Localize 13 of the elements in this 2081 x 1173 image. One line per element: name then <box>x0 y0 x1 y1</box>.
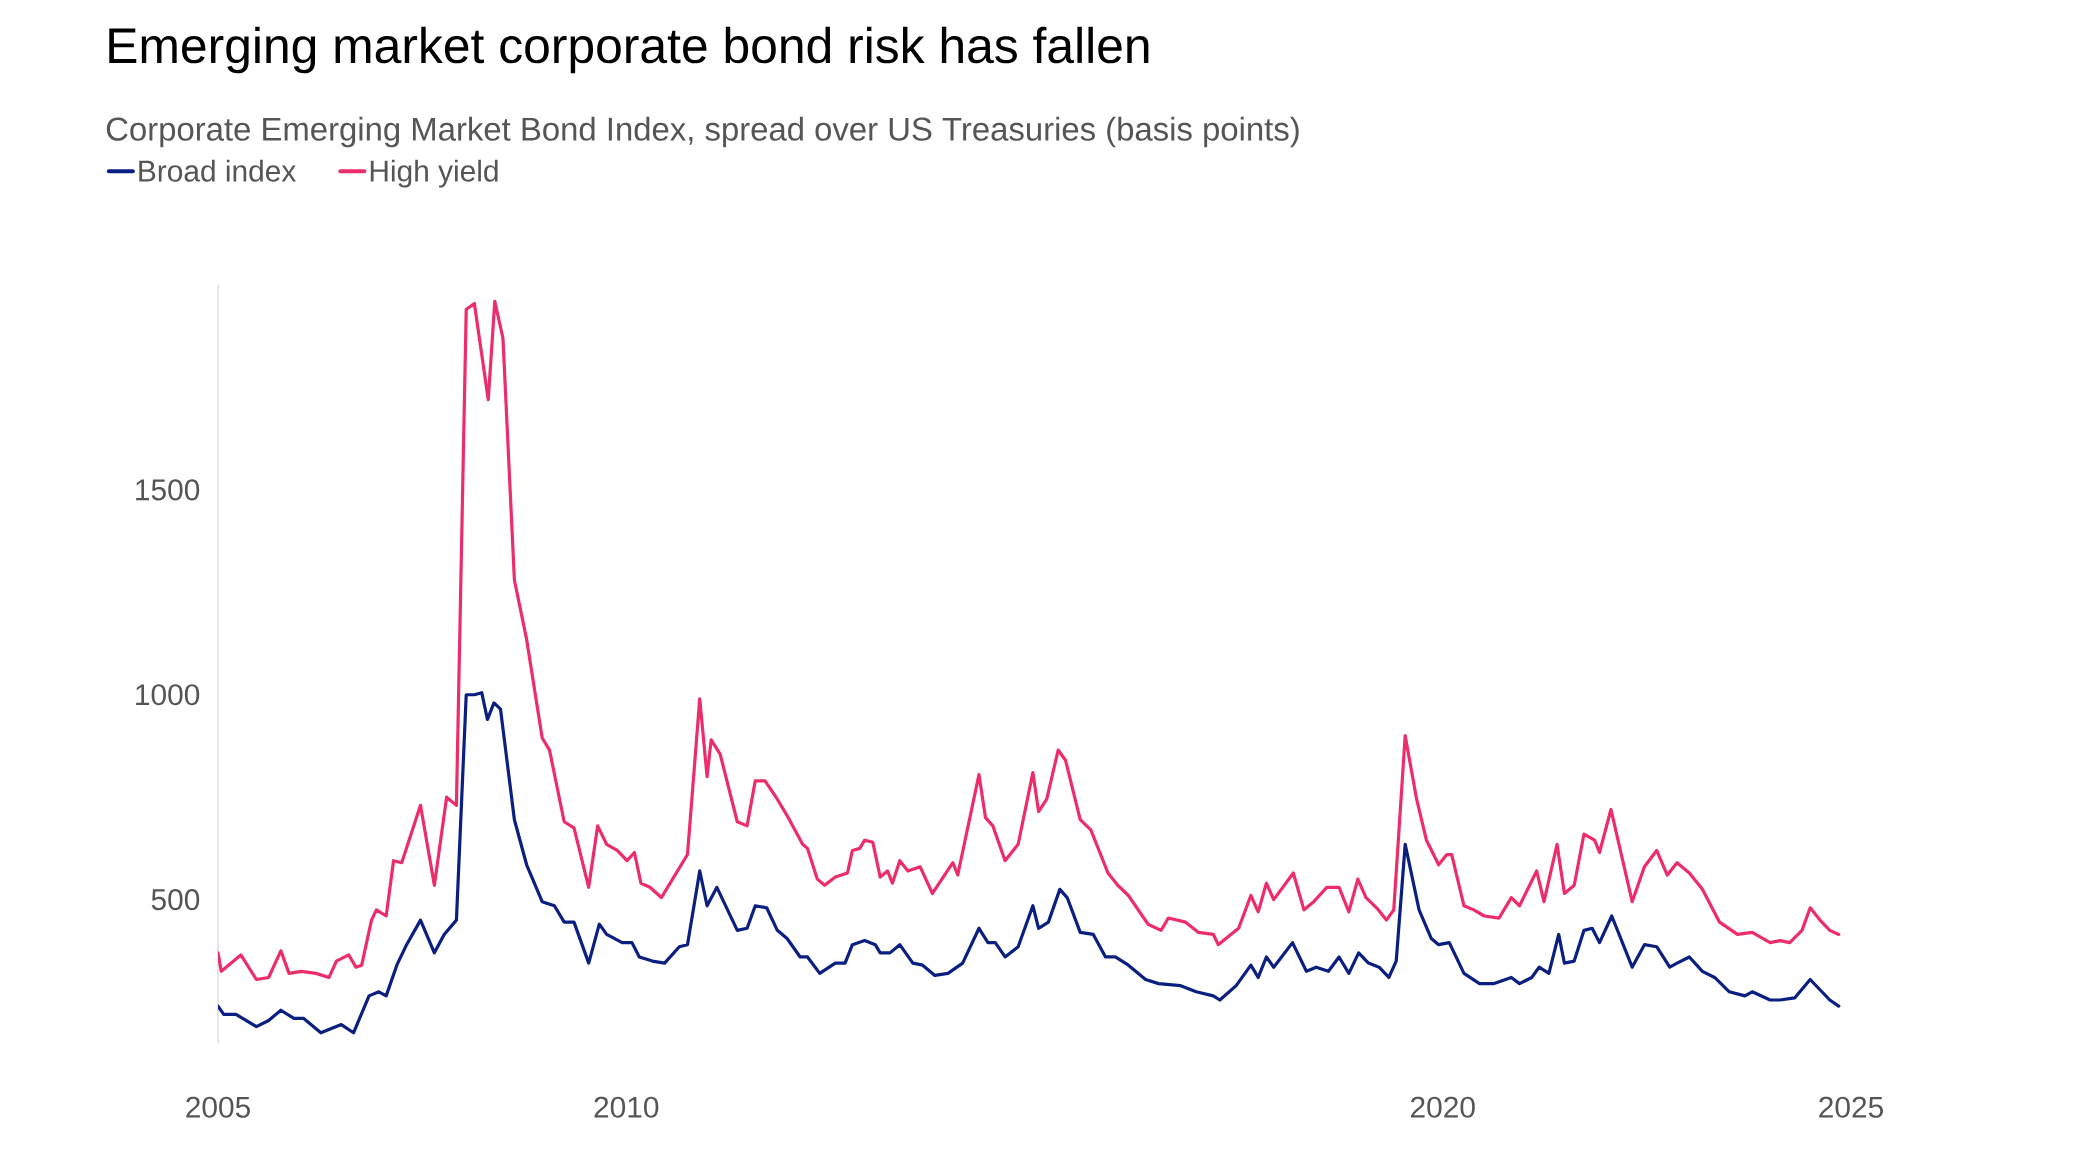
line-series <box>218 691 1841 1035</box>
y-tick-label: 1500 <box>136 479 200 501</box>
line-series <box>218 299 1841 982</box>
legend-label: Broad index <box>139 159 296 182</box>
y-tick-label: 500 <box>151 889 200 911</box>
y-tick-label: 1000 <box>136 684 200 706</box>
x-tick-label: 2020 <box>1411 1096 1475 1118</box>
legend-label: High yield <box>370 159 498 188</box>
chart-subtitle: Corporate Emerging Market Bond Index, spread over US Treasuries (basis points) <box>106 116 1299 148</box>
chart-title: Emerging market corporate bond risk has fallen <box>109 26 1149 74</box>
x-tick-label: 2005 <box>186 1096 250 1118</box>
x-tick-label: 2025 <box>1819 1096 1883 1118</box>
x-tick-label: 2010 <box>594 1096 659 1118</box>
